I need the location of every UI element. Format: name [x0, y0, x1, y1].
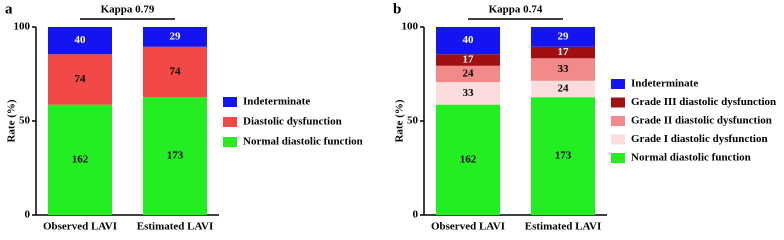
- legend-label: Grade I diastolic dysfunction: [631, 133, 768, 145]
- y-tick-label: 50: [19, 115, 31, 127]
- legend-label: Normal diastolic function: [243, 136, 363, 148]
- legend-swatch: [611, 116, 625, 126]
- data-label: 29: [170, 30, 182, 42]
- y-tick-label: 50: [407, 115, 419, 127]
- bar-segment: [531, 80, 595, 98]
- panel-label: a: [5, 1, 13, 17]
- x-tick-label: Estimated LAVI: [525, 221, 602, 232]
- y-tick-label: 100: [402, 21, 419, 33]
- y-axis-label: Rate (%): [394, 99, 406, 142]
- data-label: 17: [463, 54, 475, 66]
- bar-segment: [143, 27, 207, 47]
- x-tick-label: Observed LAVI: [431, 221, 505, 232]
- bar-segment: [48, 104, 112, 215]
- data-label: 33: [463, 87, 475, 99]
- y-tick-label: 0: [413, 209, 419, 221]
- legend-label: Diastolic dysfunction: [243, 116, 342, 128]
- y-axis-label: Rate (%): [6, 99, 18, 142]
- data-label: 24: [463, 68, 475, 80]
- legend-label: Indeterminate: [243, 96, 310, 108]
- legend-label: Normal diastolic function: [631, 152, 751, 164]
- y-tick-label: 100: [14, 21, 31, 33]
- data-label: 173: [167, 150, 184, 162]
- legend-swatch: [223, 117, 237, 127]
- x-tick-label: Estimated LAVI: [137, 221, 214, 232]
- figure: a Rate (%) 0 50 100 Observed LAVI 162 74 40 Estim…: [5, 1, 776, 232]
- panel-label: b: [393, 1, 401, 17]
- legend-swatch: [223, 97, 237, 107]
- bar-segment: [531, 46, 595, 59]
- data-label: 33: [558, 63, 570, 75]
- data-label: 74: [75, 73, 87, 85]
- legend-swatch: [611, 79, 625, 89]
- legend-label: Indeterminate: [631, 78, 698, 90]
- x-tick-label: Observed LAVI: [43, 221, 117, 232]
- panel: b Rate (%) 0 50 100 Observed LAVI 162 33 24 17 40 E…: [393, 1, 776, 232]
- bar-segment: [531, 26, 595, 47]
- bar-segment: [436, 54, 500, 66]
- data-label: 173: [555, 150, 572, 162]
- data-label: 40: [463, 34, 475, 46]
- bar-segment: [48, 54, 112, 105]
- data-label: 40: [75, 34, 87, 46]
- bar-segment: [48, 27, 112, 55]
- data-label: 24: [558, 83, 570, 95]
- bar-segment: [436, 104, 500, 215]
- chart-title: Kappa 0.74: [489, 4, 543, 16]
- y-tick-label: 0: [25, 209, 31, 221]
- legend-swatch: [223, 137, 237, 147]
- data-label: 74: [170, 65, 182, 77]
- legend-swatch: [611, 153, 625, 163]
- chart-title: Kappa 0.79: [101, 4, 155, 16]
- legend-label: Grade III diastolic dysfunction: [631, 96, 776, 108]
- data-label: 17: [558, 46, 570, 58]
- data-label: 162: [460, 153, 477, 165]
- bar-segment: [436, 65, 500, 83]
- legend-swatch: [611, 134, 625, 145]
- data-label: 162: [72, 153, 89, 165]
- panel: a Rate (%) 0 50 100 Observed LAVI 162 74 40 Estim…: [5, 1, 363, 232]
- legend-label: Grade II diastolic dysfunction: [631, 115, 772, 127]
- bar-segment: [143, 46, 207, 98]
- bar-segment: [143, 97, 207, 215]
- data-label: 29: [558, 30, 570, 42]
- bar-segment: [531, 97, 595, 215]
- bar-segment: [531, 58, 595, 81]
- bar-segment: [436, 26, 500, 55]
- legend-swatch: [611, 97, 625, 108]
- bar-segment: [436, 82, 500, 105]
